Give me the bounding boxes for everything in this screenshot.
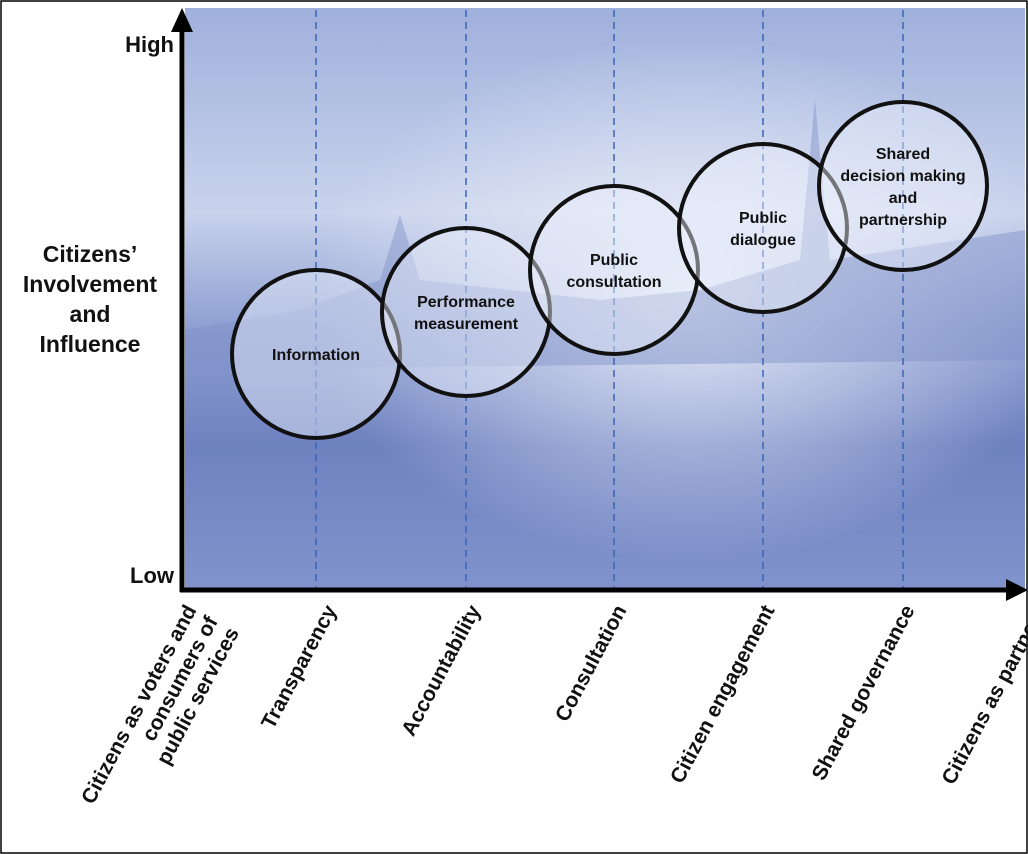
y-high: High bbox=[125, 32, 174, 57]
circle bbox=[380, 226, 552, 398]
y-arrow bbox=[171, 8, 193, 32]
circles: Information Performance measurement Public c… bbox=[230, 100, 989, 440]
circle bbox=[817, 100, 989, 272]
x-label: Accountability bbox=[397, 601, 485, 740]
y-title: Citizens’ Involvement and Influence bbox=[23, 241, 158, 357]
x-label: Shared governance bbox=[808, 601, 920, 784]
skyline bbox=[185, 100, 1025, 370]
x-label: Citizen engagement bbox=[666, 601, 779, 787]
circle-label: partnership bbox=[859, 212, 947, 229]
y-title-line: Citizens’ bbox=[43, 241, 138, 267]
circle-label: Information bbox=[272, 347, 360, 364]
circle-label: Public bbox=[590, 252, 638, 269]
circle-label: dialogue bbox=[730, 232, 796, 249]
circle-label: and bbox=[889, 190, 917, 207]
x-label: Transparency bbox=[257, 601, 342, 733]
y-title-line: Involvement bbox=[23, 271, 158, 297]
circle-label: consultation bbox=[566, 274, 661, 291]
x-label: Citizens as partners bbox=[937, 601, 1028, 788]
circle-label: measurement bbox=[414, 316, 519, 333]
x-label-line: Citizens as partners bbox=[937, 601, 1028, 788]
x-label-line: Transparency bbox=[257, 601, 342, 733]
circle-label: Shared bbox=[876, 146, 930, 163]
circle bbox=[528, 184, 700, 356]
x-arrow bbox=[1006, 579, 1028, 601]
circle-label: Performance bbox=[417, 294, 515, 311]
x-label-line: Citizen engagement bbox=[666, 601, 779, 787]
circle-label: Public bbox=[739, 210, 787, 227]
guides bbox=[315, 10, 904, 588]
circle bbox=[677, 142, 849, 314]
x-label: Consultation bbox=[551, 601, 632, 725]
circle-label: decision making bbox=[840, 168, 965, 185]
y-title-line: Influence bbox=[40, 331, 141, 357]
circle bbox=[230, 268, 402, 440]
y-title-line: and bbox=[70, 301, 111, 327]
x-label-line: Consultation bbox=[551, 601, 632, 725]
x-label-line: Accountability bbox=[397, 601, 485, 740]
y-low: Low bbox=[130, 563, 175, 588]
x-label-line: Shared governance bbox=[808, 601, 920, 784]
